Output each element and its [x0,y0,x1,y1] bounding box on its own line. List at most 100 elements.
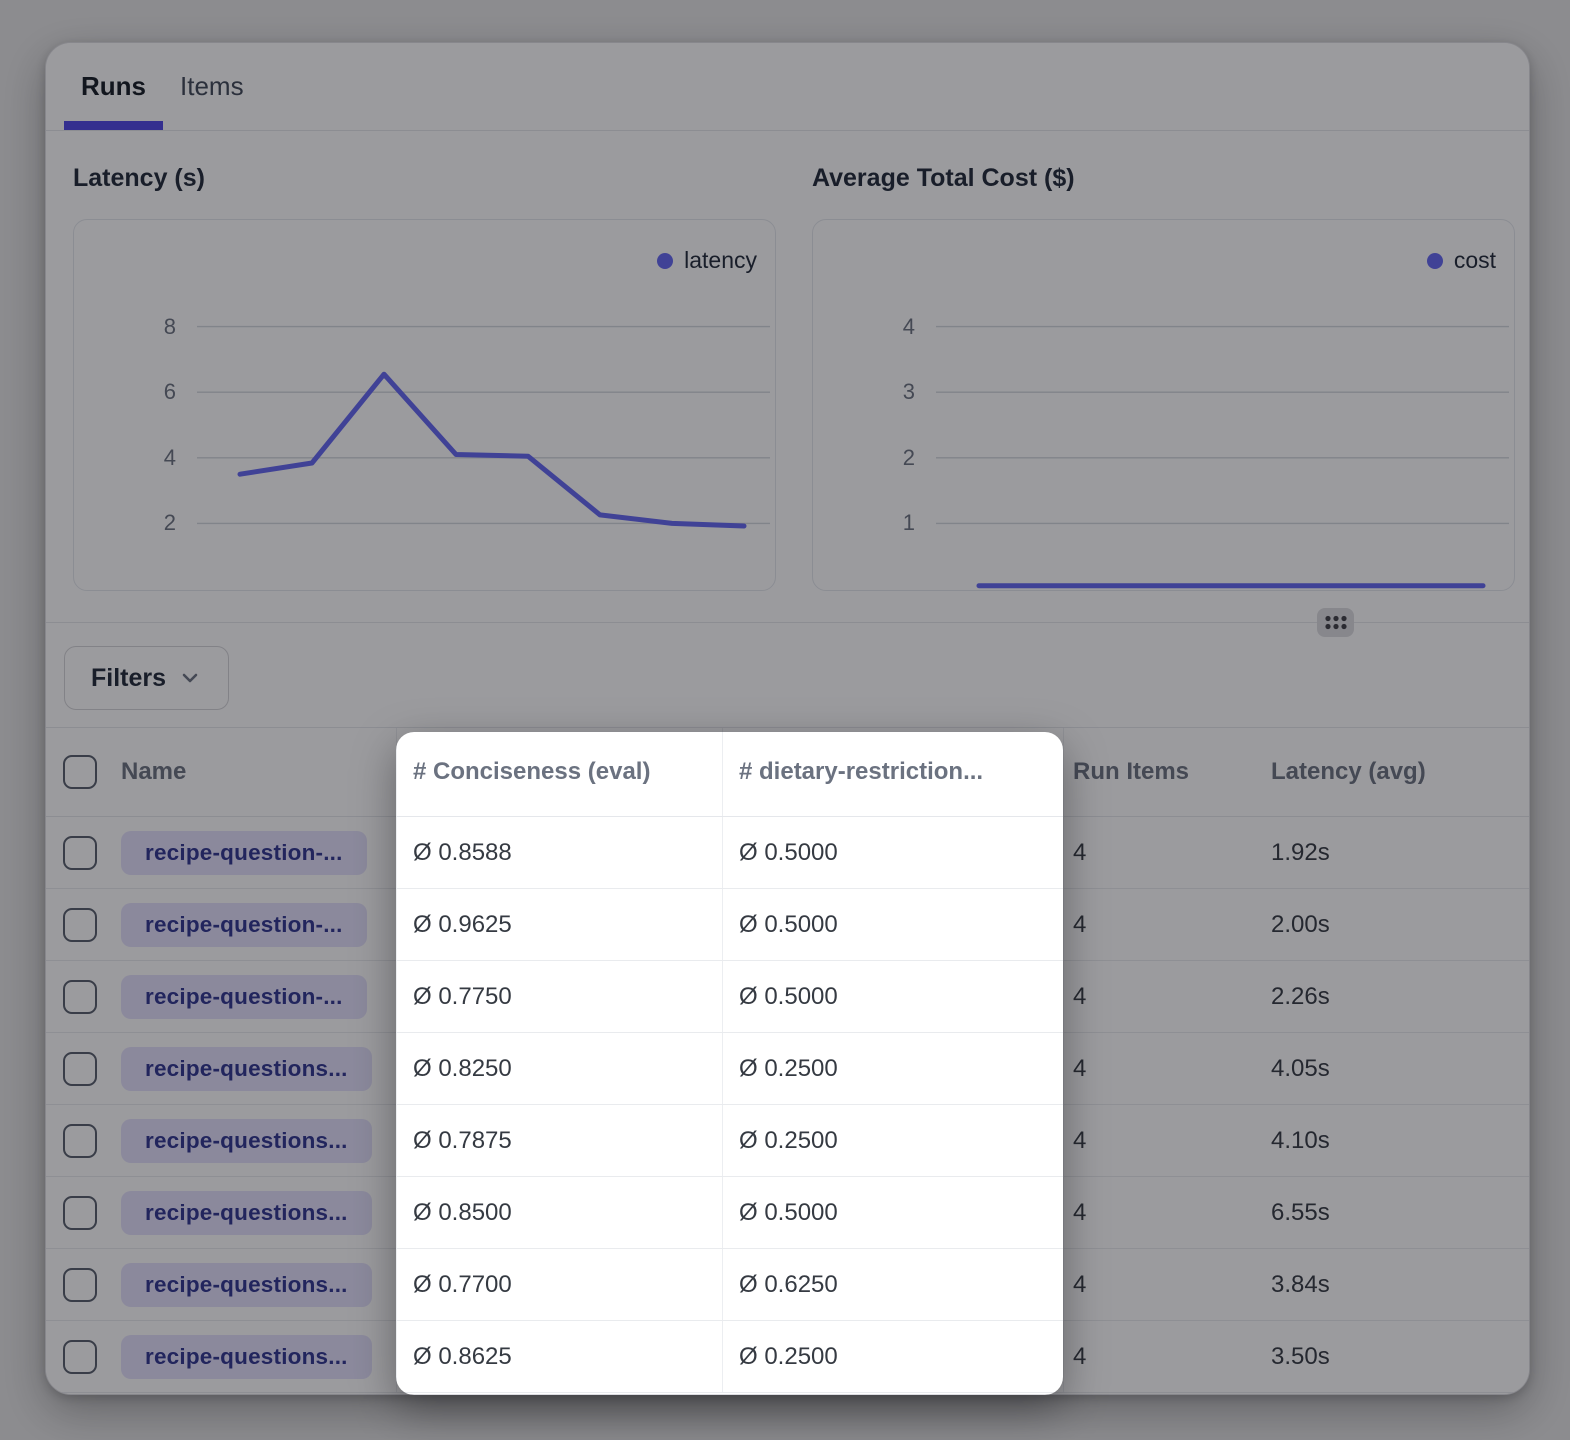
latency-avg-value: 3.84s [1271,1271,1330,1299]
row-checkbox[interactable] [63,836,97,870]
y-tick-label: 2 [813,444,915,472]
latency-avg-cell: 2.26s [1254,961,1529,1032]
table-header-row: Name # Conciseness (eval) # dietary-rest… [46,728,1529,817]
row-checkbox-cell [46,961,109,1032]
table-row[interactable]: recipe-questions... Ø 0.7700 Ø 0.6250 4 3.84… [46,1249,1529,1321]
column-header-dietary-restriction[interactable]: # dietary-restriction... [723,728,1064,816]
resize-drag-handle[interactable] [1317,608,1354,637]
row-checkbox-cell [46,1177,109,1248]
filters-button-label: Filters [91,664,166,693]
table-row[interactable]: recipe-questions... Ø 0.8625 Ø 0.2500 4 3.50… [46,1321,1529,1393]
y-tick-label: 4 [74,444,176,472]
latency-avg-value: 1.92s [1271,839,1330,867]
tab-runs[interactable]: Runs [64,43,163,130]
dietary-restriction-cell: Ø 0.2500 [723,1321,1064,1392]
filters-button[interactable]: Filters [64,646,229,710]
cost-chart: cost 4321 [812,219,1515,591]
conciseness-cell: Ø 0.8250 [397,1033,723,1104]
run-name-badge[interactable]: recipe-questions... [121,1335,372,1379]
tab-items[interactable]: Items [163,43,261,130]
cost-line-plot [813,220,1513,589]
row-checkbox-cell [46,1033,109,1104]
conciseness-value: Ø 0.7875 [413,1127,512,1155]
dietary-restriction-value: Ø 0.5000 [739,1199,838,1227]
row-checkbox[interactable] [63,908,97,942]
run-name-badge[interactable]: recipe-questions... [121,1191,372,1235]
latency-avg-cell: 2.00s [1254,889,1529,960]
run-name-cell: recipe-question-... [109,961,397,1032]
row-checkbox[interactable] [63,1052,97,1086]
table-row[interactable]: recipe-questions...Ø 0.8250Ø 0.250044.05… [46,1033,1529,1105]
dietary-restriction-cell: Ø 0.2500 [723,1033,1064,1104]
row-checkbox[interactable] [63,1340,97,1374]
cost-chart-title: Average Total Cost ($) [812,164,1075,193]
legend-label: latency [684,247,757,274]
latency-avg-value: 2.26s [1271,983,1330,1011]
column-header-run-items[interactable]: Run Items [1064,728,1254,816]
row-checkbox[interactable] [63,1124,97,1158]
run-items-cell: 4 [1064,889,1254,960]
conciseness-value: Ø 0.8250 [413,1055,512,1083]
conciseness-value: Ø 0.8588 [413,839,512,867]
table-row[interactable]: recipe-question-...Ø 0.7750Ø 0.500042.26… [46,961,1529,1033]
run-items-cell: 4 [1064,817,1254,888]
row-checkbox[interactable] [63,980,97,1014]
runs-panel: Runs Items Latency (s) Average Total Cos… [45,42,1530,1395]
dietary-restriction-cell: Ø 0.5000 [723,961,1064,1032]
dietary-restriction-cell: Ø 0.6250 [723,1249,1064,1320]
column-header-conciseness[interactable]: # Conciseness (eval) [397,728,723,816]
run-items-value: 4 [1073,1127,1086,1155]
runs-table: Name # Conciseness (eval) # dietary-rest… [46,727,1529,1395]
latency-line-plot [74,220,774,589]
legend-dot-icon [1427,253,1443,269]
row-checkbox[interactable] [63,1268,97,1302]
latency-chart-title: Latency (s) [73,164,205,193]
run-name-badge[interactable]: recipe-question-... [121,903,367,947]
run-name-badge[interactable]: recipe-question-... [121,831,367,875]
row-checkbox-cell [46,1105,109,1176]
table-row[interactable]: recipe-questions... Ø 0.8500 Ø 0.5000 4 6.55… [46,1177,1529,1249]
conciseness-cell: Ø 0.7700 [397,1249,723,1320]
dietary-restriction-value: Ø 0.6250 [739,1271,838,1299]
latency-avg-value: 4.10s [1271,1127,1330,1155]
y-tick-label: 8 [74,313,176,341]
run-name-cell: recipe-questions... [109,1321,397,1392]
latency-avg-value: 3.50s [1271,1343,1330,1371]
chevron-down-icon [178,666,202,690]
run-name-badge[interactable]: recipe-questions... [121,1047,372,1091]
cost-legend: cost [1427,247,1496,274]
run-name-cell: recipe-questions... [109,1033,397,1104]
latency-chart: latency 8642 [73,219,776,591]
conciseness-value: Ø 0.8625 [413,1343,512,1371]
run-name-badge[interactable]: recipe-questions... [121,1263,372,1307]
latency-avg-value: 6.55s [1271,1199,1330,1227]
latency-avg-cell: 1.92s [1254,817,1529,888]
run-items-value: 4 [1073,983,1086,1011]
dietary-restriction-value: Ø 0.5000 [739,839,838,867]
row-checkbox[interactable] [63,1196,97,1230]
conciseness-value: Ø 0.7700 [413,1271,512,1299]
select-all-checkbox[interactable] [63,755,97,789]
conciseness-cell: Ø 0.7875 [397,1105,723,1176]
run-name-cell: recipe-questions... [109,1249,397,1320]
conciseness-cell: Ø 0.8500 [397,1177,723,1248]
run-name-badge[interactable]: recipe-questions... [121,1119,372,1163]
table-row[interactable]: recipe-question-... Ø 0.8588 Ø 0.5000 4 1.92… [46,817,1529,889]
table-row[interactable]: recipe-questions... Ø 0.7875 Ø 0.2500 4 4.10… [46,1105,1529,1177]
row-checkbox-cell [46,1321,109,1392]
row-checkbox-cell [46,889,109,960]
table-row[interactable]: recipe-question-...Ø 0.9625Ø 0.500042.00… [46,889,1529,961]
run-items-cell: 4 [1064,1033,1254,1104]
latency-avg-value: 2.00s [1271,911,1330,939]
run-items-value: 4 [1073,1343,1086,1371]
run-items-value: 4 [1073,1199,1086,1227]
dietary-restriction-value: Ø 0.2500 [739,1127,838,1155]
legend-label: cost [1454,247,1496,274]
column-header-latency-avg[interactable]: Latency (avg) [1254,728,1529,816]
run-name-badge[interactable]: recipe-question-... [121,975,367,1019]
run-items-value: 4 [1073,1271,1086,1299]
dietary-restriction-cell: Ø 0.5000 [723,817,1064,888]
run-items-cell: 4 [1064,1249,1254,1320]
dietary-restriction-value: Ø 0.2500 [739,1055,838,1083]
column-header-name[interactable]: Name [109,728,397,816]
